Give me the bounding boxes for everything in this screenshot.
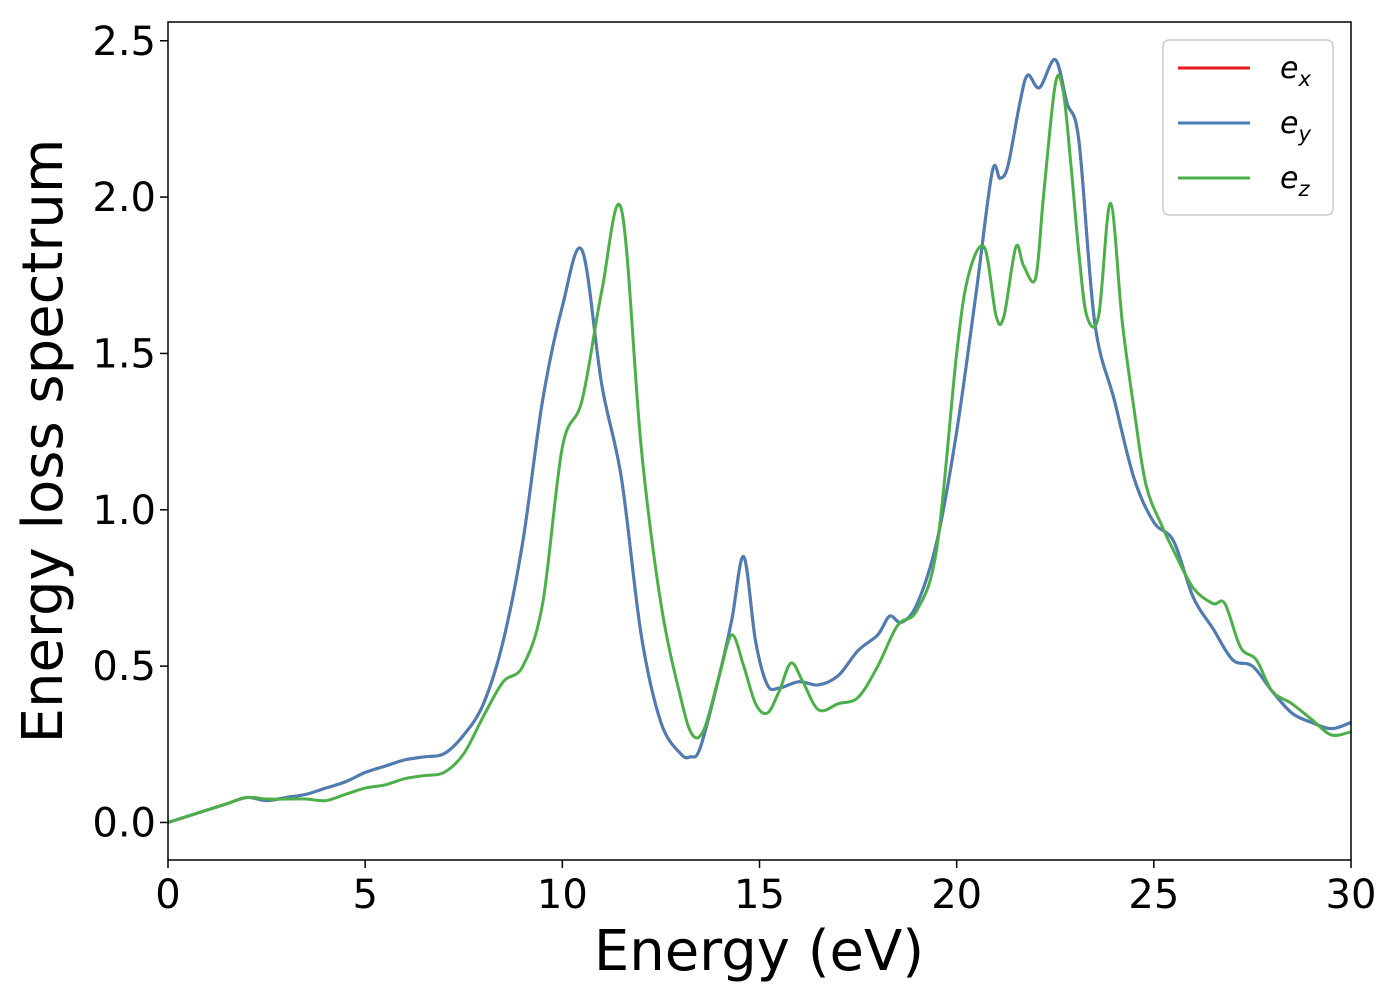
- x-axis-title: Energy (eV): [594, 919, 924, 984]
- y-tick-label: 0.5: [92, 644, 156, 690]
- y-tick-label: 2.5: [92, 19, 156, 65]
- series-layer: [168, 58, 1351, 824]
- x-tick-label: 0: [155, 872, 180, 918]
- legend-label-ez: ez: [1280, 161, 1310, 201]
- legend-label-subscript: z: [1297, 177, 1310, 201]
- y-axis-ticks: 0.0 0.5 1.0 1.5 2.0 2.5: [92, 19, 168, 846]
- x-tick-label: 30: [1326, 872, 1377, 918]
- y-tick-label: 1.0: [92, 488, 156, 534]
- y-tick-label: 2.0: [92, 175, 156, 221]
- x-axis-ticks: 0 5 10 15 20 25 30: [155, 860, 1376, 918]
- legend-label-ey: ey: [1280, 106, 1311, 146]
- legend-label-base: e: [1280, 161, 1298, 196]
- x-tick-label: 25: [1128, 872, 1179, 918]
- y-axis-title: Energy loss spectrum: [11, 139, 76, 744]
- legend-label-ex: ex: [1280, 51, 1311, 91]
- series-line-ez: [168, 73, 1351, 824]
- legend-box: [1162, 39, 1334, 216]
- y-tick-label: 0.0: [92, 800, 156, 846]
- x-tick-label: 20: [931, 872, 982, 918]
- series-line-ey: [168, 58, 1351, 824]
- x-tick-label: 5: [352, 872, 377, 918]
- x-tick-label: 10: [537, 872, 588, 918]
- y-tick-label: 1.5: [92, 331, 156, 377]
- legend-label-subscript: y: [1297, 122, 1311, 146]
- legend-label-subscript: x: [1297, 67, 1311, 91]
- x-tick-label: 15: [734, 872, 785, 918]
- legend-label-base: e: [1280, 106, 1298, 141]
- legend-label-base: e: [1280, 51, 1298, 86]
